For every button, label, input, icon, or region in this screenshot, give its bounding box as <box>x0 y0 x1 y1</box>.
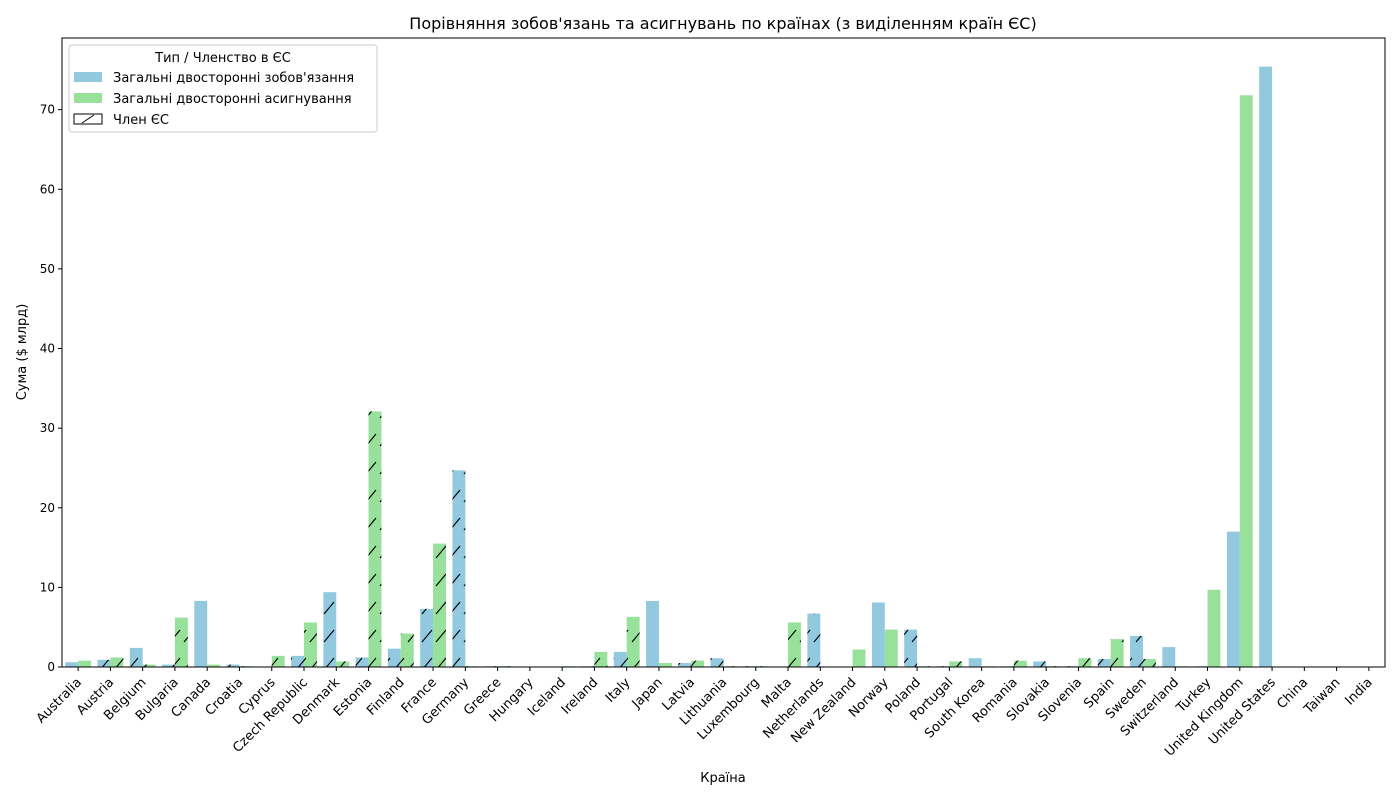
bar-commitments <box>65 662 79 667</box>
y-tick-label: 60 <box>40 182 55 196</box>
x-tick-label: Japan <box>629 675 666 712</box>
x-axis: AustraliaAustriaBelgiumBulgariaCanadaCro… <box>34 667 1376 760</box>
bar-eu-hatch <box>368 411 382 667</box>
bar-eu-hatch <box>336 661 350 667</box>
bar-eu-hatch <box>304 622 317 667</box>
legend: Тип / Членство в ЄС Загальні двосторонні… <box>68 44 378 133</box>
bar-commitments <box>1259 66 1273 668</box>
bar-commitments <box>646 600 659 667</box>
bar-eu-hatch <box>949 661 963 667</box>
legend-label-commitments: Загальні двосторонні зобов'язання <box>113 71 354 86</box>
bar-eu-hatch <box>904 629 918 667</box>
legend-label-eu-member: Член ЄС <box>113 113 169 128</box>
y-tick-label: 50 <box>40 262 55 276</box>
bar-eu-hatch <box>710 658 724 667</box>
bar-eu-hatch <box>1097 659 1111 667</box>
y-tick-label: 40 <box>40 342 55 356</box>
y-tick-label: 10 <box>40 580 55 594</box>
bar-eu-hatch <box>807 613 821 667</box>
bar-eu-hatch <box>788 622 801 667</box>
bar-eu-hatch <box>626 616 640 667</box>
x-tick-label: India <box>1343 675 1376 708</box>
legend-swatch-allocations <box>74 93 102 103</box>
y-tick-label: 20 <box>40 501 55 515</box>
bar-commitments <box>194 600 208 667</box>
bar-eu-hatch <box>129 647 143 667</box>
bar-eu-hatch <box>142 664 156 667</box>
y-tick-label: 0 <box>47 660 55 674</box>
bar-eu-hatch <box>323 592 337 667</box>
bar-eu-hatch <box>452 470 466 667</box>
bar-allocations <box>884 629 898 667</box>
y-tick-label: 70 <box>40 103 55 117</box>
bar-eu-hatch <box>1033 661 1047 667</box>
bar-eu-hatch <box>174 617 188 667</box>
bars-group <box>65 66 1273 668</box>
bar-eu-hatch <box>291 655 305 667</box>
bar-eu-hatch <box>594 651 608 667</box>
legend-title: Тип / Членство в ЄС <box>154 51 291 66</box>
y-axis-label: Сума ($ млрд) <box>15 304 30 401</box>
bar-eu-hatch <box>226 664 240 667</box>
x-axis-label: Країна <box>700 771 746 786</box>
bar-allocations <box>1239 95 1253 667</box>
bar-eu-hatch <box>355 657 369 667</box>
bar-eu-hatch <box>400 633 414 667</box>
bar-allocations <box>658 663 672 667</box>
x-tick-label: Taiwan <box>1301 675 1344 718</box>
bar-eu-hatch <box>691 660 705 667</box>
legend-label-allocations: Загальні двосторонні асигнування <box>113 92 352 107</box>
legend-swatch-commitments <box>74 72 102 82</box>
chart-title: Порівняння зобов'язань та асигнувань по … <box>409 14 1036 33</box>
bar-eu-hatch <box>97 659 111 667</box>
bar-allocations <box>78 660 92 667</box>
bar-commitments <box>968 658 982 667</box>
bar-eu-hatch <box>613 651 627 667</box>
bar-eu-hatch <box>420 608 434 667</box>
bar-commitments <box>1226 531 1240 667</box>
bar-allocations <box>1207 589 1221 667</box>
bar-allocations <box>207 664 221 667</box>
bar-eu-hatch <box>1110 639 1124 667</box>
bar-eu-hatch <box>433 543 446 667</box>
bar-eu-hatch <box>271 655 285 667</box>
bar-eu-hatch <box>1142 659 1156 667</box>
legend-box <box>68 44 378 133</box>
bar-eu-hatch <box>162 664 175 667</box>
bar-eu-hatch <box>678 663 692 667</box>
y-tick-label: 30 <box>40 421 55 435</box>
bar-eu-hatch <box>110 657 124 667</box>
legend-hatch-mark <box>81 114 95 124</box>
bar-eu-hatch <box>1013 660 1027 667</box>
y-axis: 0 10 20 30 40 50 60 70 <box>40 103 62 674</box>
bar-commitments <box>871 602 885 667</box>
bar-eu-hatch <box>387 648 401 667</box>
x-tick-label: Australia <box>34 675 85 726</box>
bar-eu-hatch <box>1078 658 1092 667</box>
x-tick-label: Ireland <box>559 675 601 717</box>
bar-allocations <box>852 649 866 667</box>
bar-eu-hatch <box>1130 635 1143 667</box>
bar-commitments <box>1162 647 1176 667</box>
